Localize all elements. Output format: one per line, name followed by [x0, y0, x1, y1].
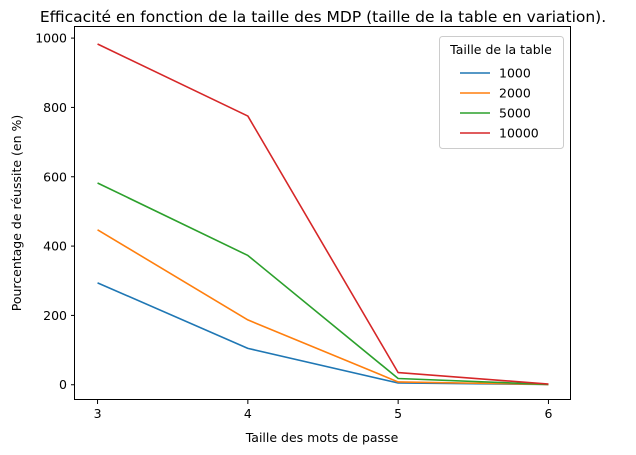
x-axis-label: Taille des mots de passe [245, 430, 399, 445]
series-line-2000 [97, 229, 549, 386]
x-tick-label: 3 [94, 406, 102, 421]
y-tick-label: 0 [59, 377, 67, 392]
series-line-1000 [97, 282, 549, 386]
y-axis-label: Pourcentage de réussite (en %) [9, 115, 24, 312]
y-tick-label: 800 [43, 100, 67, 115]
legend-label-5000: 5000 [499, 106, 531, 121]
legend-title: Taille de la table [449, 42, 552, 57]
plot-frame [74, 26, 571, 400]
x-tick-label: 5 [394, 406, 402, 421]
x-tick-label: 4 [244, 406, 252, 421]
series-lines [97, 43, 549, 386]
y-tick-label: 1000 [35, 31, 67, 46]
y-tick-label: 600 [43, 169, 67, 184]
y-tick-label: 400 [43, 239, 67, 254]
legend-entries: 1000 2000 5000 10000 [460, 66, 539, 141]
series-line-10000 [97, 43, 549, 385]
legend-box [439, 36, 564, 149]
x-tick-label: 6 [544, 406, 552, 421]
legend-label-10000: 10000 [499, 126, 539, 141]
legend-label-1000: 1000 [499, 66, 531, 81]
chart-title: Efficacité en fonction de la taille des … [40, 8, 606, 26]
axis-ticks: 3 4 5 6 0 200 400 600 800 1000 [35, 31, 552, 421]
y-tick-label: 200 [43, 308, 67, 323]
series-line-5000 [97, 182, 549, 386]
legend: Taille de la table 1000 2000 5000 10000 [439, 36, 564, 149]
legend-label-2000: 2000 [499, 86, 531, 101]
